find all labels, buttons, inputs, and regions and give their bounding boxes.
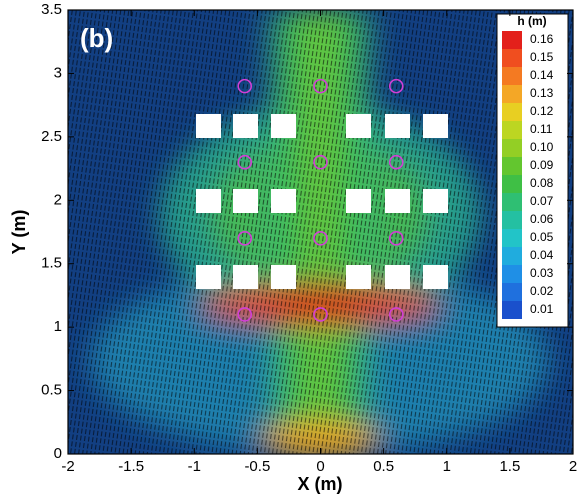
x-tick-label: 1.5 <box>499 458 520 475</box>
colorbar-swatch <box>502 229 522 247</box>
x-tick-label: 0 <box>316 458 324 475</box>
colorbar-swatch <box>502 121 522 139</box>
colorbar-swatch <box>502 175 522 193</box>
colorbar-label: 0.02 <box>530 284 554 298</box>
x-axis-label: X (m) <box>298 474 343 494</box>
x-tick-label: 2 <box>569 458 577 475</box>
colorbar-swatch <box>502 85 522 103</box>
colorbar-swatch <box>502 103 522 121</box>
x-tick-label: -0.5 <box>244 458 270 475</box>
probe <box>388 307 404 322</box>
x-tick-label: -2 <box>61 458 74 475</box>
colorbar-swatch <box>502 283 522 301</box>
x-tick-label: 0.5 <box>373 458 394 475</box>
colorbar-swatch <box>502 247 522 265</box>
probe <box>388 78 404 94</box>
colorbar-label: 0.13 <box>530 86 554 100</box>
colorbar-label: 0.09 <box>530 158 554 172</box>
probe <box>313 307 328 322</box>
colorbar-label: 0.12 <box>530 104 554 118</box>
colorbar-swatch <box>502 67 522 85</box>
colorbar-swatch <box>502 31 522 49</box>
obstacles <box>196 114 448 289</box>
probe <box>237 78 253 94</box>
y-tick-label: 1.5 <box>41 255 62 272</box>
y-tick-label: 2 <box>54 191 62 208</box>
colorbar-label: 0.11 <box>530 122 553 136</box>
colorbar-swatch <box>502 211 522 229</box>
colorbar-title: h (m) <box>517 14 546 28</box>
colorbar-label: 0.16 <box>530 32 554 46</box>
colorbar-swatch <box>502 301 522 319</box>
colorbar-label: 0.06 <box>530 212 554 226</box>
colorbar-label: 0.05 <box>530 230 554 244</box>
colorbar-label: 0.14 <box>530 68 554 82</box>
colorbar-label: 0.03 <box>530 266 554 280</box>
probe <box>388 231 404 246</box>
colorbar-swatch <box>502 139 522 157</box>
colorbar-swatch <box>502 49 522 67</box>
colorbar-label: 0.10 <box>530 140 554 154</box>
probe <box>237 154 253 170</box>
probe <box>313 231 328 246</box>
probe <box>237 231 253 246</box>
colorbar-label: 0.08 <box>530 176 554 190</box>
x-tick-label: 1 <box>443 458 451 475</box>
colorbar-label: 0.15 <box>530 50 554 64</box>
colorbar-swatch <box>502 265 522 283</box>
panel-label: (b) <box>80 23 113 53</box>
x-tick-label: -1.5 <box>118 458 144 475</box>
y-tick-label: 3.5 <box>41 1 62 18</box>
probe <box>237 307 253 322</box>
probe <box>388 154 404 170</box>
colorbar-label: 0.01 <box>530 302 554 316</box>
colorbar-swatch <box>502 193 522 211</box>
colorbar-label: 0.07 <box>530 194 554 208</box>
colorbar-swatch <box>502 157 522 175</box>
y-tick-label: 2.5 <box>41 128 62 145</box>
y-axis-label: Y (m) <box>9 210 29 255</box>
y-tick-label: 1 <box>54 318 62 335</box>
y-tick-label: 3 <box>54 64 62 81</box>
y-tick-label: 0.5 <box>41 382 62 399</box>
colorbar-label: 0.04 <box>530 248 554 262</box>
x-tick-label: -1 <box>188 458 201 475</box>
probe <box>313 78 328 94</box>
probe <box>313 154 328 170</box>
y-tick-label: 0 <box>54 445 62 462</box>
